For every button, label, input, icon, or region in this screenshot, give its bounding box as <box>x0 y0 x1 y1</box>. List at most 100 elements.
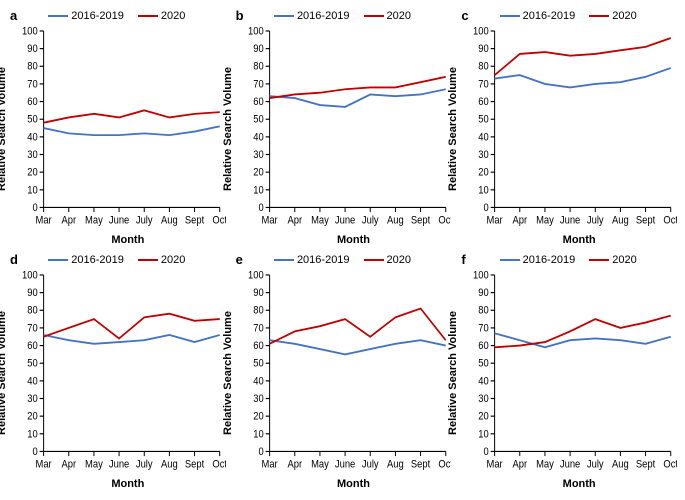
svg-text:70: 70 <box>253 323 264 335</box>
svg-text:0: 0 <box>32 202 38 214</box>
legend-item-2020: 2020 <box>589 10 636 22</box>
svg-text:100: 100 <box>248 270 264 282</box>
svg-text:90: 90 <box>27 43 38 55</box>
panel-letter: d <box>10 252 18 267</box>
y-axis-label: Relative Search Volume <box>0 311 8 435</box>
svg-text:40: 40 <box>253 132 264 144</box>
svg-text:20: 20 <box>27 411 38 423</box>
svg-text:80: 80 <box>27 305 38 317</box>
legend: 2016-2019 2020 <box>459 8 677 24</box>
svg-text:0: 0 <box>484 202 490 214</box>
x-axis-label: Month <box>459 477 677 492</box>
panel-c: c2016-20192020Relative Search Volume0102… <box>459 8 677 248</box>
svg-text:Oct: Oct <box>212 215 225 227</box>
series-2016-2019 <box>44 126 220 135</box>
svg-text:40: 40 <box>27 132 38 144</box>
svg-text:70: 70 <box>27 79 38 91</box>
svg-text:July: July <box>136 459 154 471</box>
chart-svg: 0102030405060708090100MarAprMayJuneJulyA… <box>234 24 452 233</box>
svg-text:50: 50 <box>253 358 264 370</box>
svg-text:Aug: Aug <box>612 459 629 471</box>
svg-text:Mar: Mar <box>487 215 504 227</box>
svg-text:10: 10 <box>27 185 38 197</box>
panel-e: e2016-20192020Relative Search Volume0102… <box>234 252 452 492</box>
y-axis-label: Relative Search Volume <box>222 67 234 191</box>
legend-item-2016-2019: 2016-2019 <box>274 254 350 266</box>
legend-label: 2020 <box>161 10 185 22</box>
svg-text:80: 80 <box>479 61 490 73</box>
svg-text:40: 40 <box>479 376 490 388</box>
svg-text:60: 60 <box>479 340 490 352</box>
svg-text:Aug: Aug <box>387 459 404 471</box>
svg-text:30: 30 <box>253 393 264 405</box>
panel-letter: e <box>236 252 243 267</box>
svg-text:Apr: Apr <box>287 459 302 471</box>
svg-text:90: 90 <box>253 287 264 299</box>
legend: 2016-20192020 <box>234 252 452 268</box>
svg-text:Sept: Sept <box>636 215 655 227</box>
legend-swatch <box>500 15 520 17</box>
svg-text:July: July <box>587 459 605 471</box>
legend-label: 2020 <box>387 10 411 22</box>
legend-label: 2016-2019 <box>71 254 124 266</box>
y-axis-label: Relative Search Volume <box>222 311 234 435</box>
svg-text:20: 20 <box>253 411 264 423</box>
svg-text:20: 20 <box>479 167 490 179</box>
svg-text:Apr: Apr <box>61 215 76 227</box>
legend: 2016-2019 2020 <box>8 252 226 268</box>
svg-text:90: 90 <box>253 43 264 55</box>
panel-f: f2016-20192020Relative Search Volume0102… <box>459 252 677 492</box>
svg-text:June: June <box>560 459 581 471</box>
svg-text:Oct: Oct <box>664 215 677 227</box>
svg-text:100: 100 <box>473 270 489 282</box>
svg-text:70: 70 <box>27 323 38 335</box>
svg-text:Mar: Mar <box>261 215 278 227</box>
svg-text:Sept: Sept <box>411 459 430 471</box>
legend-label: 2016-2019 <box>523 10 576 22</box>
svg-text:60: 60 <box>253 96 264 108</box>
svg-text:Mar: Mar <box>36 215 53 227</box>
legend-item-2020: 2020 <box>589 254 636 266</box>
series-2020 <box>44 314 220 339</box>
legend-label: 2016-2019 <box>71 10 124 22</box>
legend-swatch <box>48 259 68 261</box>
series-2016-2019 <box>269 89 445 107</box>
legend-swatch <box>274 15 294 17</box>
series-2020 <box>269 309 445 344</box>
chart-area: Relative Search Volume010203040506070809… <box>459 24 677 233</box>
svg-text:50: 50 <box>27 114 38 126</box>
svg-text:Aug: Aug <box>161 459 178 471</box>
svg-text:Apr: Apr <box>287 215 302 227</box>
svg-text:Oct: Oct <box>212 459 225 471</box>
svg-text:30: 30 <box>27 149 38 161</box>
series-2020 <box>495 38 671 75</box>
svg-text:June: June <box>335 215 356 227</box>
panel-d: d2016-20192020Relative Search Volume0102… <box>8 252 226 492</box>
svg-text:May: May <box>536 459 555 471</box>
svg-text:30: 30 <box>27 393 38 405</box>
svg-text:50: 50 <box>27 358 38 370</box>
svg-text:Oct: Oct <box>438 215 451 227</box>
svg-text:Mar: Mar <box>261 459 278 471</box>
svg-text:40: 40 <box>27 376 38 388</box>
svg-text:50: 50 <box>479 114 490 126</box>
panel-letter: a <box>10 8 17 23</box>
svg-text:Sept: Sept <box>636 459 655 471</box>
svg-text:30: 30 <box>253 149 264 161</box>
svg-text:20: 20 <box>27 167 38 179</box>
chart-svg: 0102030405060708090100MarAprMayJuneJulyA… <box>459 24 677 233</box>
legend-label: 2020 <box>612 254 636 266</box>
svg-text:Aug: Aug <box>612 215 629 227</box>
svg-text:20: 20 <box>253 167 264 179</box>
svg-text:100: 100 <box>22 270 38 282</box>
svg-text:Sept: Sept <box>411 215 430 227</box>
legend: 2016-20192020 <box>459 252 677 268</box>
chart-area: Relative Search Volume010203040506070809… <box>234 24 452 233</box>
x-axis-label: Month <box>8 477 226 492</box>
svg-text:May: May <box>311 215 330 227</box>
svg-text:60: 60 <box>27 340 38 352</box>
svg-text:June: June <box>335 459 356 471</box>
svg-text:Oct: Oct <box>438 459 451 471</box>
legend-item-2020: 2020 <box>138 254 185 266</box>
svg-text:Sept: Sept <box>185 459 204 471</box>
